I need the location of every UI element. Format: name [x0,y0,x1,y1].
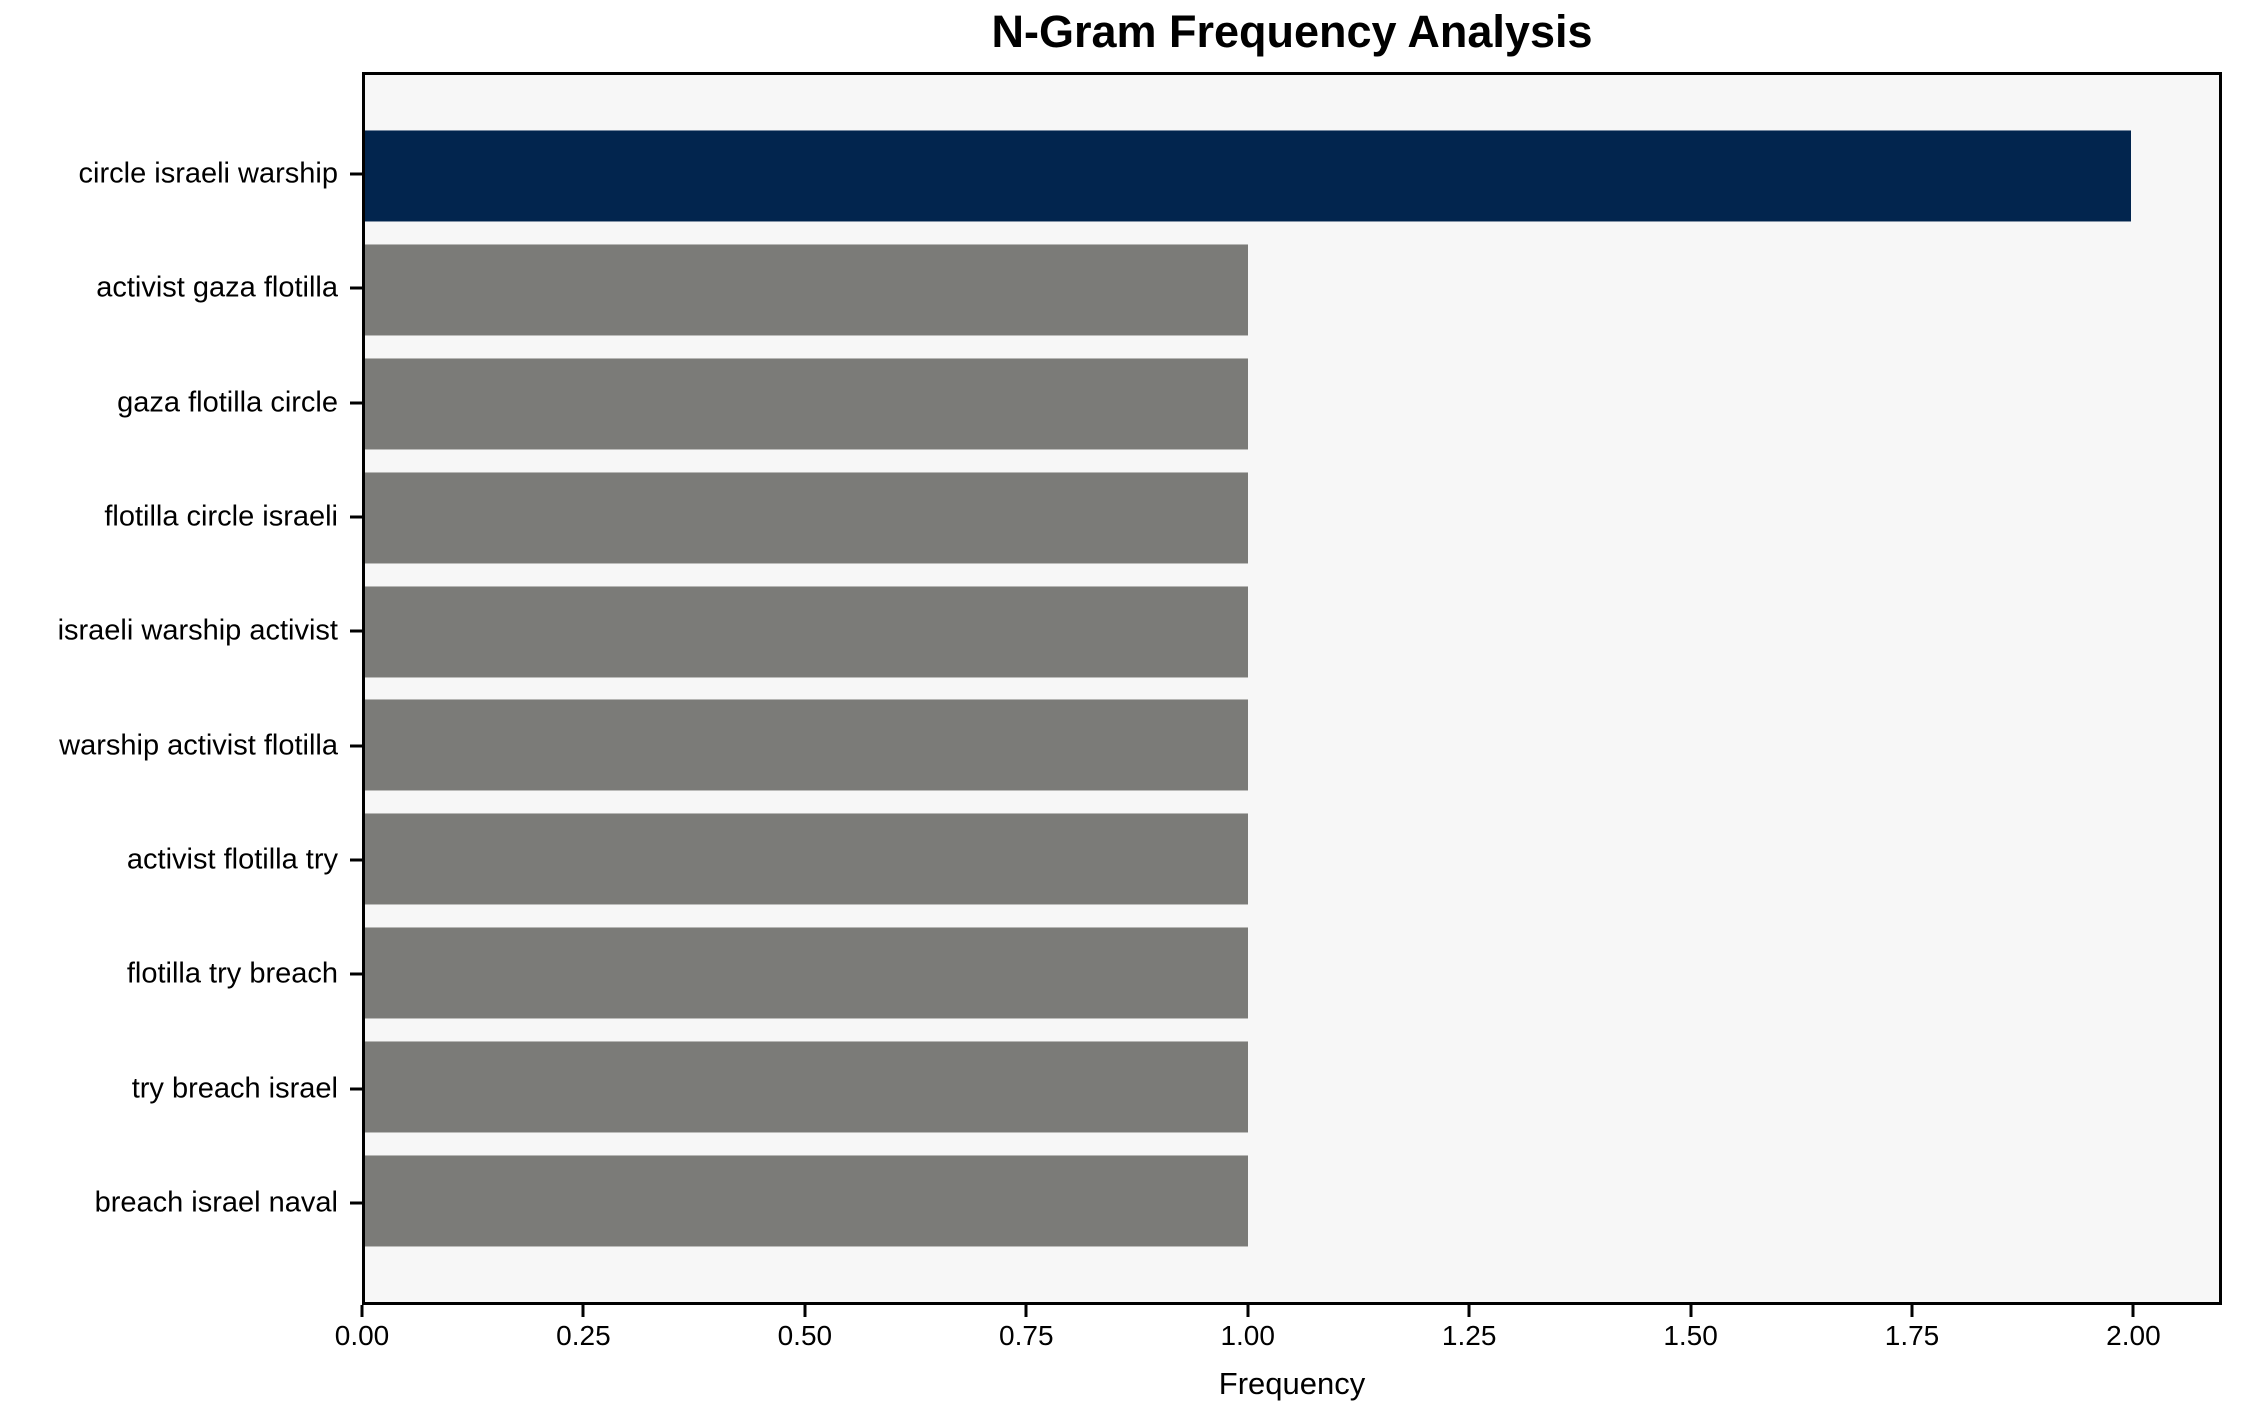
y-tick-label: flotilla try breach [126,957,338,990]
bar [365,244,1248,336]
y-tick-mark [350,744,362,748]
bar [365,358,1248,450]
x-axis-tick-marks [360,1305,2222,1317]
bar [365,1041,1248,1133]
y-tick-label: gaza flotilla circle [117,386,338,419]
bar [365,699,1248,791]
x-tick-mark [1024,1305,1028,1317]
chart-title: N-Gram Frequency Analysis [991,6,1593,57]
y-tick-mark [350,629,362,633]
x-tick-mark [1467,1305,1471,1317]
y-tick-label: warship activist flotilla [59,729,338,762]
y-tick-mark [350,1201,362,1205]
bar [365,813,1248,905]
y-axis-tick-marks [350,72,362,1305]
x-tick-mark [1246,1305,1250,1317]
y-tick-mark [350,286,362,290]
y-tick-label: flotilla circle israeli [104,500,338,533]
x-axis-title: Frequency [1218,1366,1366,1401]
y-tick-label: activist gaza flotilla [96,271,338,304]
y-tick-label: try breach israel [131,1072,338,1105]
x-tick-label: 0.00 [334,1320,390,1351]
plot-area [362,72,2222,1305]
x-tick-mark [360,1305,364,1317]
y-tick-mark [350,972,362,976]
x-axis-tick-labels: 0.00 0.25 0.50 0.75 1.00 1.25 1.50 1.75 2.00 [335,1320,2222,1358]
x-tick-label: 1.50 [1663,1320,1718,1351]
x-tick-label: 2.00 [2106,1320,2161,1351]
y-tick-label: breach israel naval [94,1186,338,1219]
y-tick-label: israeli warship activist [57,614,338,647]
y-tick-mark [350,858,362,862]
bar [365,586,1248,678]
bar [365,472,1248,564]
x-tick-label: 1.75 [1884,1320,1940,1351]
bar [365,1155,1248,1247]
y-tick-label: circle israeli warship [78,157,338,190]
y-tick-mark [350,172,362,176]
x-tick-mark [1910,1305,1914,1317]
x-tick-label: 0.25 [556,1320,611,1351]
bar [365,927,1248,1019]
bar [365,130,2131,222]
y-axis-labels: circle israeli warship activist gaza flot… [0,72,338,1305]
x-tick-label: 1.00 [1220,1320,1275,1351]
y-tick-mark [350,1087,362,1091]
x-tick-mark [803,1305,807,1317]
x-tick-label: 1.25 [1441,1320,1497,1351]
x-tick-mark [2131,1305,2135,1317]
x-tick-label: 0.75 [999,1320,1054,1351]
x-tick-mark [581,1305,585,1317]
y-tick-mark [350,401,362,405]
y-tick-label: activist flotilla try [126,843,338,876]
x-tick-label: 0.50 [777,1320,833,1351]
y-tick-mark [350,515,362,519]
x-tick-mark [1689,1305,1693,1317]
